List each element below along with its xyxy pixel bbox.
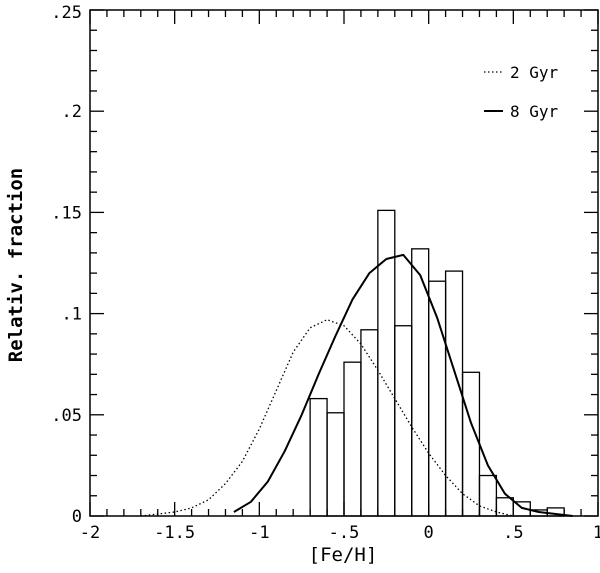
histogram-bar [377, 209, 396, 517]
legend-label-2-gyr: 2 Gyr [510, 63, 559, 82]
histogram-bar [309, 397, 328, 517]
histogram [309, 209, 565, 517]
x-tick-label: -2 [80, 523, 100, 543]
x-tick-label: -.5 [329, 523, 360, 543]
series-line-2-gyr [140, 319, 514, 517]
y-tick-label: 0 [72, 507, 82, 527]
axis-ticks [89, 9, 599, 517]
y-axis-label: Relativ. fraction [5, 168, 27, 362]
x-tick-label: 1 [593, 523, 600, 543]
histogram-bar [444, 270, 464, 517]
x-axis-label: [Fe/H] [309, 544, 378, 566]
y-tick-label: .15 [51, 203, 82, 223]
x-tick-label: -1 [249, 523, 269, 543]
y-tick-label: .25 [51, 3, 82, 23]
x-tick-label: .5 [503, 523, 523, 543]
model-curves [140, 253, 573, 517]
x-tick-labels: -2 -1.5 -1 -.5 0 .5 1 [80, 523, 600, 543]
histogram-bar [343, 361, 362, 517]
legend-label-8-gyr: 8 Gyr [510, 102, 559, 121]
histogram-bar [478, 474, 498, 517]
histogram-bar [360, 329, 379, 517]
histogram-bar [394, 325, 413, 517]
legend: 2 Gyr 8 Gyr [484, 63, 559, 121]
y-tick-label: .1 [62, 305, 82, 325]
x-tick-label: 0 [424, 523, 434, 543]
histogram-bar [326, 412, 345, 517]
series-line-8-gyr [233, 253, 573, 517]
histogram-bar [461, 371, 481, 517]
y-tick-label: .05 [51, 406, 82, 426]
y-tick-labels: 0 .05 .1 .15 .2 .25 [51, 3, 82, 527]
y-tick-label: .2 [62, 102, 82, 122]
x-tick-label: -1.5 [154, 523, 195, 543]
